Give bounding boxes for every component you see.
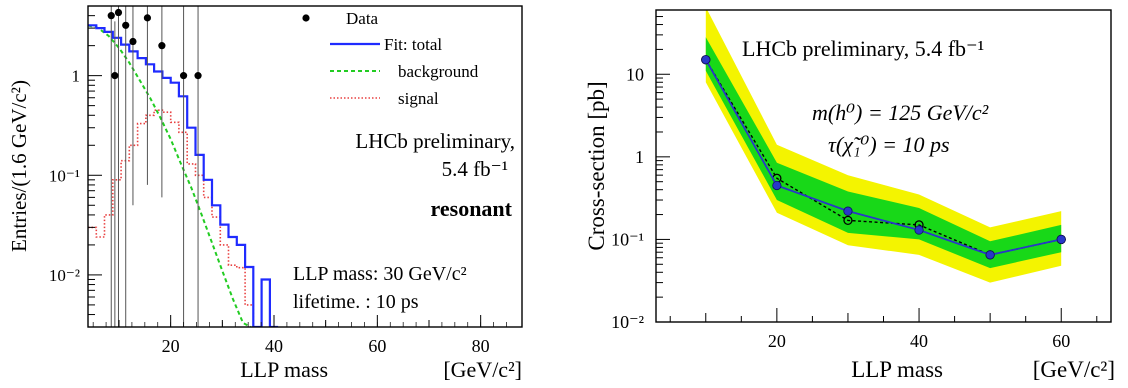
observed-point [1056, 234, 1066, 245]
data-point [179, 72, 188, 80]
right-chart: 20 40 60 10 1 10⁻¹ 10⁻² LHCb preliminary, 5.4 … [584, 9, 1115, 382]
left-y-axis-label: Entries/(1.6 GeV/c²) [7, 80, 31, 252]
right-collab-annotation: LHCb preliminary, 5.4 fb⁻¹ [742, 36, 984, 61]
x-tick-label: 40 [265, 336, 283, 356]
right-y-axis-label: Cross-section [pb] [584, 81, 609, 250]
data-point [107, 12, 115, 20]
left-selection-label: resonant [431, 196, 513, 221]
data-point [111, 72, 119, 80]
right-plot-area [701, 10, 1066, 283]
legend-background-label: background [398, 62, 479, 81]
x-tick-label: 60 [1052, 331, 1070, 351]
y-tick-label: 10⁻² [49, 266, 80, 285]
expected-point [843, 215, 853, 226]
x-tick-label: 20 [768, 331, 786, 351]
y-tick-label: 1 [72, 67, 81, 86]
data-point [194, 72, 202, 80]
x-tick-label: 40 [910, 331, 928, 351]
y-tick-label: 10⁻¹ [611, 229, 644, 249]
observed-point [772, 180, 782, 191]
left-plot-area [88, 6, 279, 327]
x-tick-label: 20 [162, 336, 180, 356]
right-mass-annotation: m(h⁰) = 125 GeV/c² [812, 100, 989, 125]
left-chart: 20 40 60 80 1 10⁻¹ 10⁻² Data Fit: total backgr… [7, 5, 523, 382]
band-1sigma [705, 37, 1062, 269]
right-x-axis-unit: [GeV/c²] [1033, 357, 1115, 382]
y-tick-label: 10⁻¹ [49, 166, 80, 185]
data-point [143, 14, 152, 22]
left-lifetime-annotation: lifetime. : 10 ps [293, 291, 419, 313]
left-collab-line2: 5.4 fb⁻¹ [442, 157, 508, 181]
right-axes: 20 40 60 10 1 10⁻¹ 10⁻² [611, 9, 1098, 351]
data-point [114, 8, 123, 17]
left-axes: 20 40 60 80 1 10⁻¹ 10⁻² [49, 5, 507, 356]
observed-point [701, 55, 711, 65]
observed-point [843, 206, 853, 216]
left-x-axis-unit: [GeV/c²] [443, 357, 522, 382]
x-tick-label: 80 [472, 336, 490, 356]
data-point [129, 37, 137, 46]
left-mass-annotation: LLP mass: 30 GeV/c² [293, 263, 467, 285]
x-tick-label: 60 [368, 336, 386, 356]
y-tick-label: 10 [626, 64, 644, 84]
observed-point [985, 250, 995, 260]
legend-data-label: Data [346, 9, 379, 28]
right-lifetime-annotation: τ(χ̃₁⁰) = 10 ps [828, 132, 950, 157]
series-signal [88, 109, 255, 327]
left-legend: Data Fit: total background signal [302, 9, 479, 108]
observed-point [914, 225, 924, 235]
left-collab-line1: LHCb preliminary, [355, 129, 515, 153]
series-background [88, 24, 252, 327]
right-x-axis-label: LLP mass [851, 357, 943, 382]
series-total [88, 24, 279, 327]
left-x-axis-label: LLP mass [240, 357, 328, 382]
left-frame [87, 5, 523, 328]
data-point [122, 21, 130, 29]
y-tick-label: 1 [635, 147, 644, 167]
y-tick-label: 10⁻² [611, 312, 644, 332]
legend-total-label: Fit: total [384, 35, 442, 54]
legend-signal-label: signal [398, 89, 439, 108]
data-point [158, 42, 166, 50]
series-observed [705, 59, 1062, 256]
legend-data-marker [302, 14, 310, 22]
band-2sigma [705, 10, 1062, 283]
